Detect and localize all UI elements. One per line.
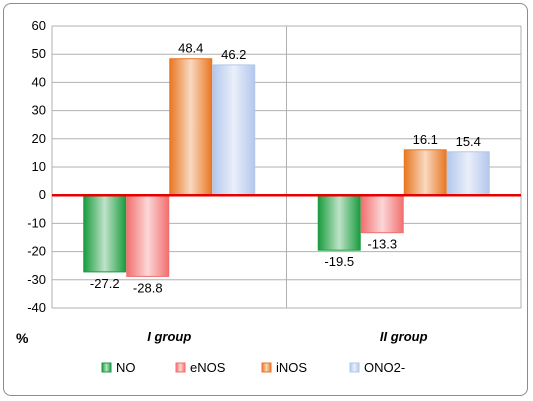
y-tick-label: 50 — [32, 46, 46, 61]
data-label: 48.4 — [178, 41, 203, 56]
data-labels: -27.2 -28.8 48.4 46.2 -19.5 -13.3 16.1 15.4 — [90, 41, 481, 296]
bar-ono2-2 — [446, 151, 490, 196]
bar-inos-2 — [403, 149, 447, 196]
bar-no-1 — [83, 194, 127, 273]
legend-swatch — [101, 362, 112, 373]
data-label: -27.2 — [90, 276, 120, 291]
y-tick-label: 10 — [32, 159, 46, 174]
y-axis-unit-label: % — [16, 330, 29, 346]
data-label: -28.8 — [133, 280, 163, 295]
y-tick-label: -40 — [27, 300, 46, 315]
bar-inos-1 — [169, 58, 213, 196]
category-label: I group — [147, 329, 191, 344]
legend-label: eNOS — [190, 360, 226, 375]
data-label: 16.1 — [413, 132, 438, 147]
data-label: -19.5 — [324, 254, 354, 269]
y-tick-label: -10 — [27, 215, 46, 230]
data-label: 15.4 — [456, 134, 481, 149]
legend-swatch — [349, 362, 360, 373]
category-label: II group — [380, 329, 428, 344]
bars — [83, 58, 490, 277]
y-tick-label: -20 — [27, 244, 46, 259]
legend-label: ONO2- — [364, 360, 405, 375]
y-tick-label: 30 — [32, 103, 46, 118]
data-label: -13.3 — [367, 237, 397, 252]
legend-label: NO — [116, 360, 136, 375]
y-tick-label: -30 — [27, 272, 46, 287]
bar-enos-1 — [126, 194, 170, 277]
y-tick-label: 20 — [32, 131, 46, 146]
y-tick-label: 60 — [32, 18, 46, 33]
category-labels: I group II group — [147, 329, 427, 344]
legend-swatch — [261, 362, 272, 373]
y-tick-label: 40 — [32, 74, 46, 89]
bar-no-2 — [317, 194, 361, 251]
y-tick-label: 0 — [39, 187, 46, 202]
legend: NO eNOS iNOS ONO2- — [101, 360, 405, 375]
legend-label: iNOS — [276, 360, 307, 375]
data-label: 46.2 — [221, 47, 246, 62]
bar-enos-2 — [360, 194, 404, 234]
y-axis-ticks: 60 50 40 30 20 10 0 -10 -20 -30 -40 — [27, 18, 46, 315]
legend-swatch — [175, 362, 186, 373]
bar-ono2-1 — [212, 64, 256, 196]
